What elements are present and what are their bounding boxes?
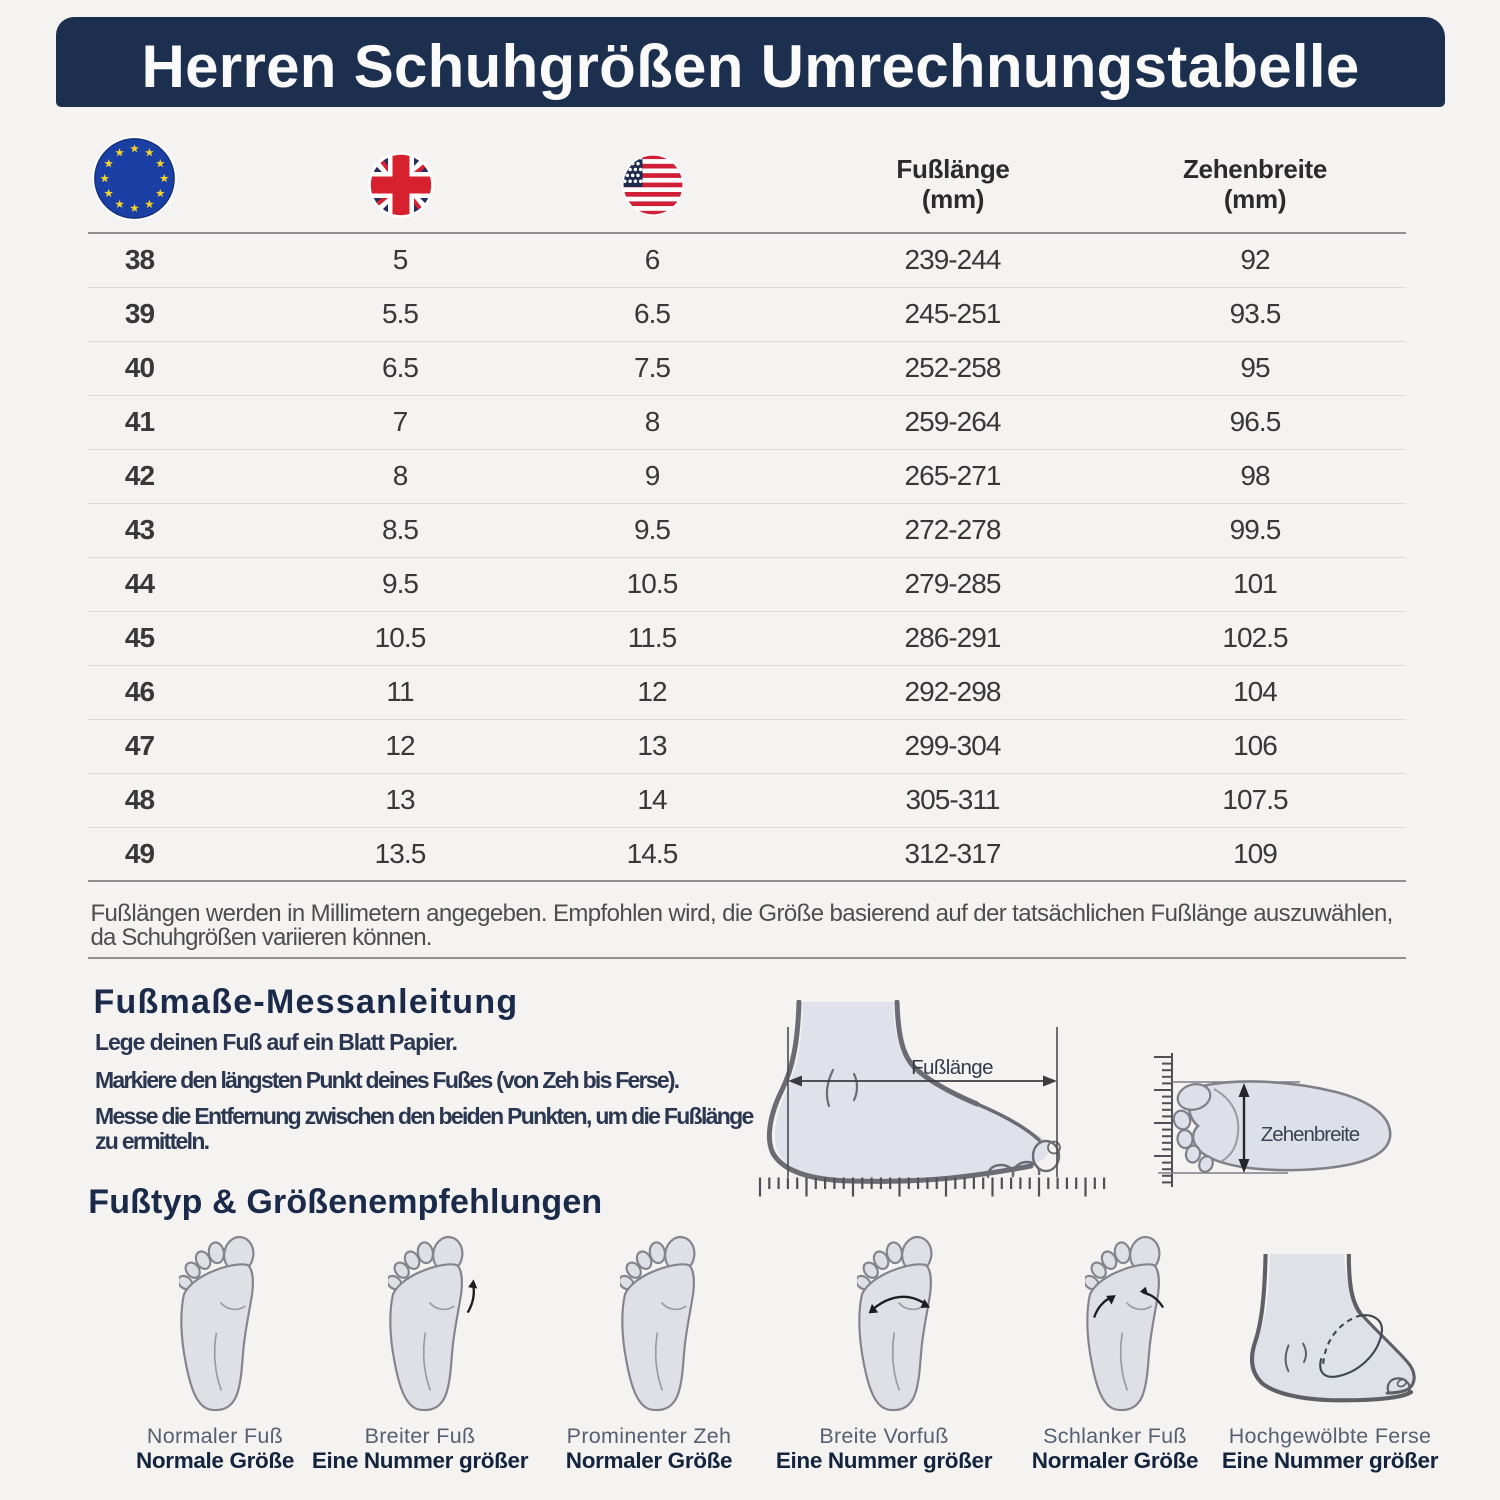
svg-text:Fußlänge: Fußlänge	[911, 1056, 993, 1079]
svg-text:Zehenbreite: Zehenbreite	[1261, 1123, 1360, 1146]
